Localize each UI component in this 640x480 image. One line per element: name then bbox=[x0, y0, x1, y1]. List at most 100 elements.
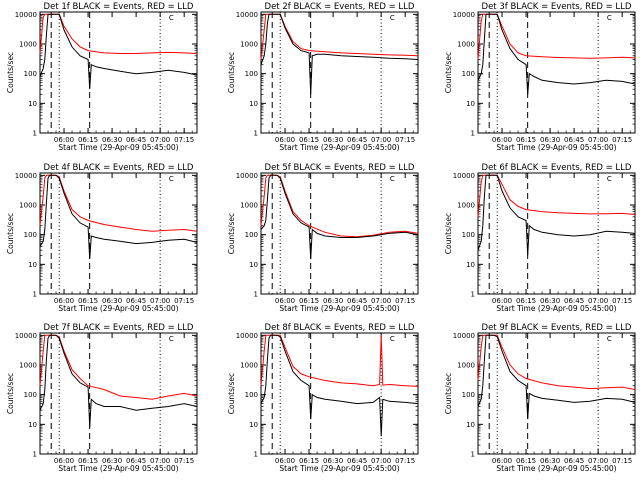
x-tick-label: 06:45 bbox=[564, 297, 584, 305]
x-tick-label: 07:00 bbox=[150, 457, 170, 465]
y-axis-label: Counts/sec bbox=[444, 213, 453, 254]
plot-frame bbox=[477, 332, 636, 455]
y-tick-label: 1 bbox=[471, 130, 475, 138]
y-axis-label: Counts/sec bbox=[227, 52, 236, 93]
y-axis-label: Counts/sec bbox=[6, 213, 15, 254]
x-tick-label: 06:15 bbox=[78, 136, 98, 144]
x-tick-label: 06:15 bbox=[299, 136, 319, 144]
x-tick-label: 06:45 bbox=[126, 136, 146, 144]
y-axis-label: Counts/sec bbox=[227, 213, 236, 254]
y-tick-label: 1 bbox=[254, 451, 258, 459]
y-tick-label: 10000 bbox=[453, 172, 475, 180]
y-tick-label: 1000 bbox=[457, 202, 475, 210]
y-tick-label: 1 bbox=[33, 130, 37, 138]
x-axis-label: Start Time (29-Apr-09 05:45:00) bbox=[279, 304, 399, 313]
y-tick-label: 10000 bbox=[236, 172, 258, 180]
y-tick-label: 10 bbox=[466, 100, 475, 108]
x-tick-label: 06:15 bbox=[516, 457, 536, 465]
y-tick-label: 1 bbox=[33, 451, 37, 459]
events-series-line bbox=[260, 174, 419, 260]
y-tick-label: 10 bbox=[249, 421, 258, 429]
events-series-line bbox=[39, 334, 198, 428]
y-tick-label: 10 bbox=[28, 261, 37, 269]
y-tick-label: 100 bbox=[245, 70, 258, 78]
marker-label: C bbox=[169, 175, 174, 183]
x-tick-label: 07:15 bbox=[395, 457, 415, 465]
x-tick-label: 06:45 bbox=[347, 136, 367, 144]
y-tick-label: 10 bbox=[28, 421, 37, 429]
y-axis-label: Counts/sec bbox=[444, 52, 453, 93]
y-tick-label: 1000 bbox=[240, 41, 258, 49]
x-tick-label: 06:15 bbox=[78, 297, 98, 305]
panel-title: Det 2f BLACK = Events, RED = LLD bbox=[265, 2, 415, 12]
events-series-line bbox=[39, 174, 198, 260]
y-tick-label: 100 bbox=[24, 231, 37, 239]
x-axis-label: Start Time (29-Apr-09 05:45:00) bbox=[496, 143, 616, 152]
plot-frame bbox=[39, 172, 198, 295]
x-tick-label: 06:00 bbox=[275, 457, 295, 465]
x-tick-label: 06:30 bbox=[323, 297, 343, 305]
x-tick-label: 07:15 bbox=[174, 136, 194, 144]
y-tick-label: 1000 bbox=[19, 362, 37, 370]
x-tick-label: 06:45 bbox=[347, 457, 367, 465]
plot-frame bbox=[39, 332, 198, 455]
panel-title: Det 6f BLACK = Events, RED = LLD bbox=[482, 163, 632, 173]
y-tick-label: 100 bbox=[245, 231, 258, 239]
x-tick-label: 07:00 bbox=[588, 297, 608, 305]
panel-title: Det 9f BLACK = Events, RED = LLD bbox=[482, 323, 632, 333]
x-tick-label: 06:00 bbox=[492, 457, 512, 465]
marker-label: C bbox=[607, 14, 612, 22]
lld-series-line bbox=[260, 334, 419, 387]
plot-frame bbox=[260, 172, 419, 295]
y-tick-label: 1000 bbox=[19, 41, 37, 49]
panel-title: Det 4f BLACK = Events, RED = LLD bbox=[44, 163, 194, 173]
y-tick-label: 10000 bbox=[15, 172, 37, 180]
x-tick-label: 06:45 bbox=[126, 457, 146, 465]
plot-frame bbox=[477, 172, 636, 295]
x-tick-label: 06:00 bbox=[54, 297, 74, 305]
y-tick-label: 10000 bbox=[236, 11, 258, 19]
y-tick-label: 100 bbox=[24, 70, 37, 78]
events-series-line bbox=[477, 13, 636, 95]
y-axis-label: Counts/sec bbox=[6, 373, 15, 414]
x-tick-label: 07:00 bbox=[371, 297, 391, 305]
x-tick-label: 06:45 bbox=[126, 297, 146, 305]
x-axis-label: Start Time (29-Apr-09 05:45:00) bbox=[58, 464, 178, 473]
x-axis-label: Start Time (29-Apr-09 05:45:00) bbox=[279, 464, 399, 473]
marker-label: C bbox=[390, 335, 395, 343]
events-series-line bbox=[477, 334, 636, 420]
plot-frame bbox=[260, 11, 419, 134]
marker-label: C bbox=[607, 335, 612, 343]
y-tick-label: 1000 bbox=[457, 362, 475, 370]
events-series-line bbox=[260, 334, 419, 437]
lld-series-line bbox=[39, 334, 198, 400]
lld-series-line bbox=[477, 13, 636, 60]
x-tick-label: 06:00 bbox=[54, 457, 74, 465]
x-tick-label: 06:30 bbox=[102, 136, 122, 144]
plot-frame bbox=[260, 332, 419, 455]
x-axis-label: Start Time (29-Apr-09 05:45:00) bbox=[58, 304, 178, 313]
x-tick-label: 07:15 bbox=[174, 457, 194, 465]
y-tick-label: 10 bbox=[249, 100, 258, 108]
lld-series-line bbox=[477, 174, 636, 217]
y-axis-label: Counts/sec bbox=[227, 373, 236, 414]
y-tick-label: 1 bbox=[254, 291, 258, 299]
x-tick-label: 07:00 bbox=[588, 457, 608, 465]
marker-label: C bbox=[390, 14, 395, 22]
x-tick-label: 06:30 bbox=[540, 136, 560, 144]
events-series-line bbox=[260, 13, 419, 95]
y-tick-label: 10000 bbox=[15, 332, 37, 340]
y-tick-label: 10 bbox=[466, 421, 475, 429]
x-tick-label: 07:15 bbox=[174, 297, 194, 305]
y-axis-label: Counts/sec bbox=[6, 52, 15, 93]
lld-series-line bbox=[260, 13, 419, 60]
x-axis-label: Start Time (29-Apr-09 05:45:00) bbox=[496, 464, 616, 473]
x-tick-label: 06:30 bbox=[323, 136, 343, 144]
marker-label: C bbox=[169, 14, 174, 22]
lld-series-line bbox=[260, 174, 419, 238]
y-axis-label: Counts/sec bbox=[444, 373, 453, 414]
y-tick-label: 10000 bbox=[15, 11, 37, 19]
x-tick-label: 06:00 bbox=[492, 136, 512, 144]
lld-series-line bbox=[39, 13, 198, 54]
y-tick-label: 10000 bbox=[453, 11, 475, 19]
